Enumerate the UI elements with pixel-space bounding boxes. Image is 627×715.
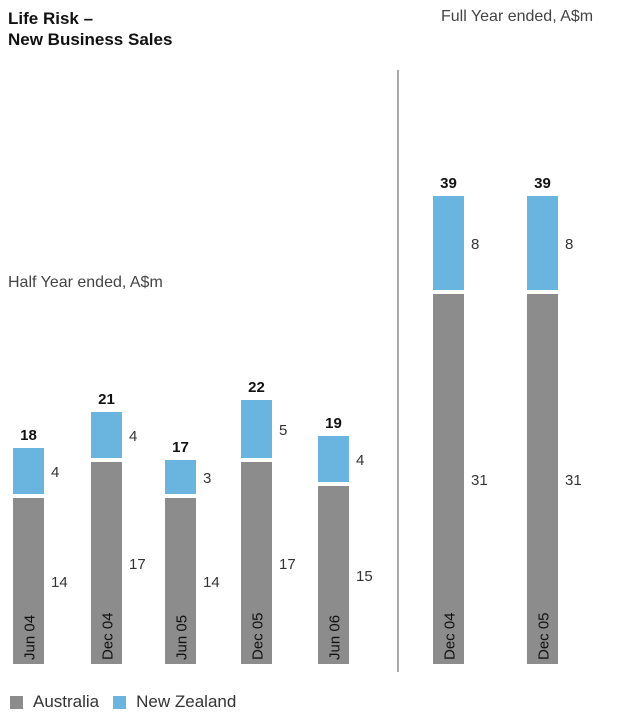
bar-new-zealand-p1-dec-05 [525,194,560,292]
category-label-p1-dec-05: Dec 05 [536,612,553,660]
value-label-australia-p1-dec-05: 31 [565,472,582,489]
total-label-p0-jun-06: 19 [325,415,342,432]
legend-item-new-zealand: New Zealand [113,692,236,712]
value-label-australia-p1-dec-04: 31 [471,472,488,489]
legend-label-australia: Australia [33,692,100,711]
bar-new-zealand-p0-dec-04 [89,410,124,460]
full-year-panel-label: Full Year ended, A$m [441,8,594,25]
bar-australia-p0-jun-06 [316,484,351,666]
total-label-p0-dec-05: 22 [248,379,265,396]
bar-australia-p0-jun-04 [11,496,46,666]
category-label-p0-jun-06: Jun 06 [327,615,344,660]
total-label-p1-dec-05: 39 [534,175,551,192]
legend-label-new-zealand: New Zealand [136,692,237,711]
legend-item-australia: Australia [10,692,99,712]
bar-australia-p1-dec-04 [431,292,466,666]
bar-new-zealand-p0-dec-05 [239,398,274,460]
value-label-new-zealand-p0-dec-04: 4 [129,428,137,445]
bar-new-zealand-p0-jun-05 [163,458,198,496]
category-label-p0-jun-04: Jun 04 [22,615,39,660]
value-label-australia-p0-jun-06: 15 [356,568,373,585]
value-label-new-zealand-p1-dec-05: 8 [565,236,573,253]
bar-new-zealand-p0-jun-06 [316,434,351,484]
value-label-new-zealand-p0-jun-04: 4 [51,464,59,481]
bar-australia-p0-dec-04 [89,460,124,666]
total-label-p1-dec-04: 39 [440,175,457,192]
bar-australia-p0-jun-05 [163,496,198,666]
chart-title-line-1: Life Risk – [8,9,94,28]
value-label-new-zealand-p0-jun-06: 4 [356,452,364,469]
category-label-p0-jun-05: Jun 05 [174,615,191,660]
value-label-australia-p0-jun-05: 14 [203,574,220,591]
category-label-p0-dec-05: Dec 05 [250,612,267,660]
bar-new-zealand-p0-jun-04 [11,446,46,496]
total-label-p0-jun-04: 18 [20,427,37,444]
value-label-new-zealand-p0-jun-05: 3 [203,470,211,487]
value-label-australia-p0-dec-04: 17 [129,556,146,573]
value-label-australia-p0-jun-04: 14 [51,574,68,591]
legend-swatch-new-zealand [113,695,127,709]
value-label-new-zealand-p1-dec-04: 8 [471,236,479,253]
value-label-new-zealand-p0-dec-05: 5 [279,422,287,439]
bar-new-zealand-p1-dec-04 [431,194,466,292]
category-label-p0-dec-04: Dec 04 [100,612,117,660]
chart-title-line-2: New Business Sales [8,30,173,49]
half-year-panel-label: Half Year ended, A$m [8,274,163,291]
bar-australia-p0-dec-05 [239,460,274,666]
total-label-p0-dec-04: 21 [98,391,115,408]
bar-australia-p1-dec-05 [525,292,560,666]
chart-title: Life Risk – New Business Sales [8,8,172,50]
category-label-p1-dec-04: Dec 04 [442,612,459,660]
value-label-australia-p0-dec-05: 17 [279,556,296,573]
total-label-p0-jun-05: 17 [172,439,189,456]
legend-swatch-australia [10,695,23,709]
chart-legend: Australia New Zealand [10,692,250,712]
